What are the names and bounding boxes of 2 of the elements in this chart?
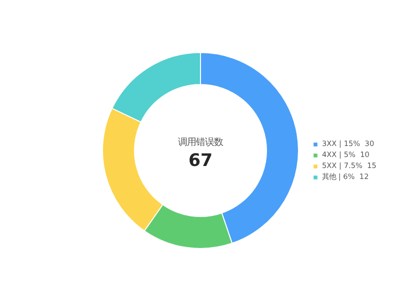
text: 调用错误数 bbox=[178, 137, 223, 148]
text: 67 bbox=[188, 151, 213, 171]
